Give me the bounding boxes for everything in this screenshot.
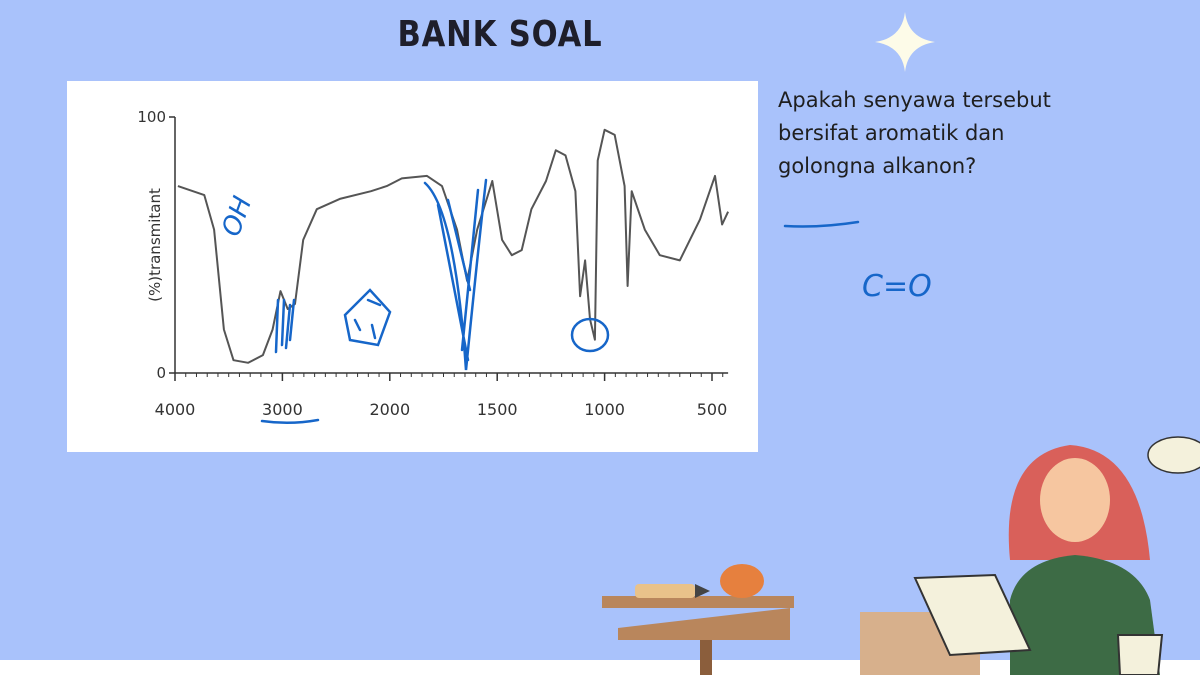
chart: 0 100 4000 3000 2000 1500 1000 500 (%)transmitan… [137,108,730,419]
stroke [260,418,320,424]
handwriting [260,178,860,424]
slide-title: BANK SOAL [397,14,603,55]
x-tick-label: 500 [697,400,728,419]
laptop [913,573,1032,657]
question-text: Apakah senyawa tersebut bersifat aromati… [778,88,1051,178]
pencil [635,584,695,598]
pencil-tip [695,584,710,598]
desk [618,608,790,640]
stroke [343,288,392,347]
cup [1116,634,1164,675]
speech-bubble [1147,436,1200,474]
annotation: C=O [862,269,932,304]
stroke [423,178,488,371]
x-tick-label: 1500 [477,400,518,419]
stroke [570,317,610,353]
illustration [602,436,1200,675]
x-tick-label: 4000 [155,400,196,419]
spectrum-image [67,81,758,452]
spectrum-line [177,128,730,364]
x-tick-label: 2000 [369,400,410,419]
pumpkin [720,564,764,598]
stroke [274,298,296,354]
shelf [602,596,794,608]
face [1040,458,1110,542]
sparkle [875,12,935,72]
y-tick-label: 0 [156,364,166,382]
x-tick-label: 1000 [584,400,625,419]
y-axis-label: (%)transmitant [146,188,164,302]
x-tick-label: 3000 [262,400,303,419]
stroke [783,220,860,228]
y-tick-label: 100 [137,108,166,126]
desk-leg [700,640,712,675]
